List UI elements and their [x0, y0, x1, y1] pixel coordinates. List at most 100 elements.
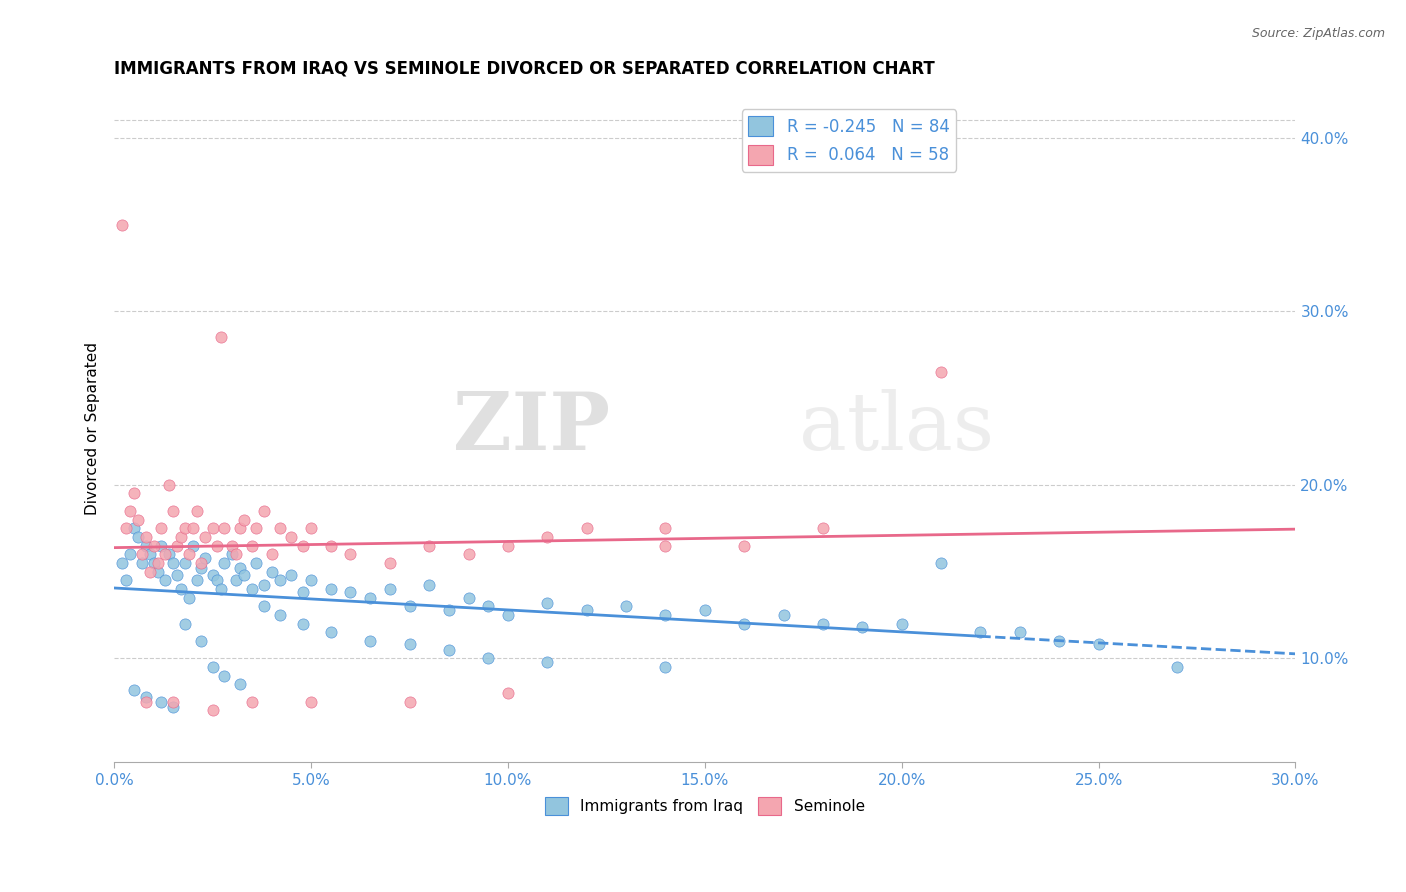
Point — [190, 634, 212, 648]
Point — [162, 695, 184, 709]
Point — [339, 585, 361, 599]
Point — [1166, 660, 1188, 674]
Point — [131, 556, 153, 570]
Y-axis label: Divorced or Separated: Divorced or Separated — [86, 342, 100, 515]
Point — [162, 504, 184, 518]
Point — [359, 634, 381, 648]
Point — [772, 607, 794, 622]
Point — [135, 539, 157, 553]
Point — [245, 556, 267, 570]
Point — [1087, 637, 1109, 651]
Point — [319, 582, 342, 596]
Point — [457, 591, 479, 605]
Point — [477, 599, 499, 614]
Point — [177, 591, 200, 605]
Point — [378, 556, 401, 570]
Point — [111, 218, 134, 232]
Point — [536, 596, 558, 610]
Point — [299, 695, 322, 709]
Point — [240, 539, 263, 553]
Point — [245, 521, 267, 535]
Point — [398, 599, 420, 614]
Point — [536, 655, 558, 669]
Point — [186, 504, 208, 518]
Point — [135, 695, 157, 709]
Point — [225, 547, 247, 561]
Point — [229, 677, 252, 691]
Point — [496, 539, 519, 553]
Point — [969, 625, 991, 640]
Point — [437, 603, 460, 617]
Point — [929, 365, 952, 379]
Point — [359, 591, 381, 605]
Point — [209, 582, 232, 596]
Point — [155, 574, 177, 588]
Point — [201, 568, 224, 582]
Text: atlas: atlas — [800, 390, 994, 467]
Point — [292, 585, 315, 599]
Point — [654, 607, 676, 622]
Point — [229, 561, 252, 575]
Point — [170, 530, 193, 544]
Point — [253, 578, 276, 592]
Point — [150, 521, 173, 535]
Point — [214, 668, 236, 682]
Point — [811, 521, 834, 535]
Point — [194, 550, 217, 565]
Point — [111, 556, 134, 570]
Point — [398, 695, 420, 709]
Point — [157, 547, 180, 561]
Point — [229, 521, 252, 535]
Point — [299, 521, 322, 535]
Point — [146, 556, 169, 570]
Point — [174, 521, 197, 535]
Point — [201, 521, 224, 535]
Point — [496, 607, 519, 622]
Point — [186, 574, 208, 588]
Text: IMMIGRANTS FROM IRAQ VS SEMINOLE DIVORCED OR SEPARATED CORRELATION CHART: IMMIGRANTS FROM IRAQ VS SEMINOLE DIVORCE… — [114, 60, 935, 78]
Point — [205, 574, 228, 588]
Point — [174, 556, 197, 570]
Point — [536, 530, 558, 544]
Point — [654, 660, 676, 674]
Text: Source: ZipAtlas.com: Source: ZipAtlas.com — [1251, 27, 1385, 40]
Point — [214, 521, 236, 535]
Point — [166, 568, 188, 582]
Point — [194, 530, 217, 544]
Point — [280, 568, 302, 582]
Point — [811, 616, 834, 631]
Point — [122, 486, 145, 500]
Point — [115, 574, 138, 588]
Point — [929, 556, 952, 570]
Point — [260, 565, 283, 579]
Point — [477, 651, 499, 665]
Point — [292, 616, 315, 631]
Point — [299, 574, 322, 588]
Point — [155, 547, 177, 561]
Point — [209, 330, 232, 344]
Point — [174, 616, 197, 631]
Point — [253, 504, 276, 518]
Point — [253, 599, 276, 614]
Point — [269, 574, 291, 588]
Point — [181, 539, 204, 553]
Point — [240, 582, 263, 596]
Point — [221, 547, 243, 561]
Point — [142, 539, 165, 553]
Point — [733, 616, 755, 631]
Point — [890, 616, 912, 631]
Point — [269, 607, 291, 622]
Point — [654, 539, 676, 553]
Point — [146, 565, 169, 579]
Point — [398, 637, 420, 651]
Point — [177, 547, 200, 561]
Point — [851, 620, 873, 634]
Point — [233, 512, 256, 526]
Point — [214, 556, 236, 570]
Point — [292, 539, 315, 553]
Point — [190, 561, 212, 575]
Point — [122, 682, 145, 697]
Point — [166, 539, 188, 553]
Text: ZIP: ZIP — [453, 390, 610, 467]
Point — [437, 642, 460, 657]
